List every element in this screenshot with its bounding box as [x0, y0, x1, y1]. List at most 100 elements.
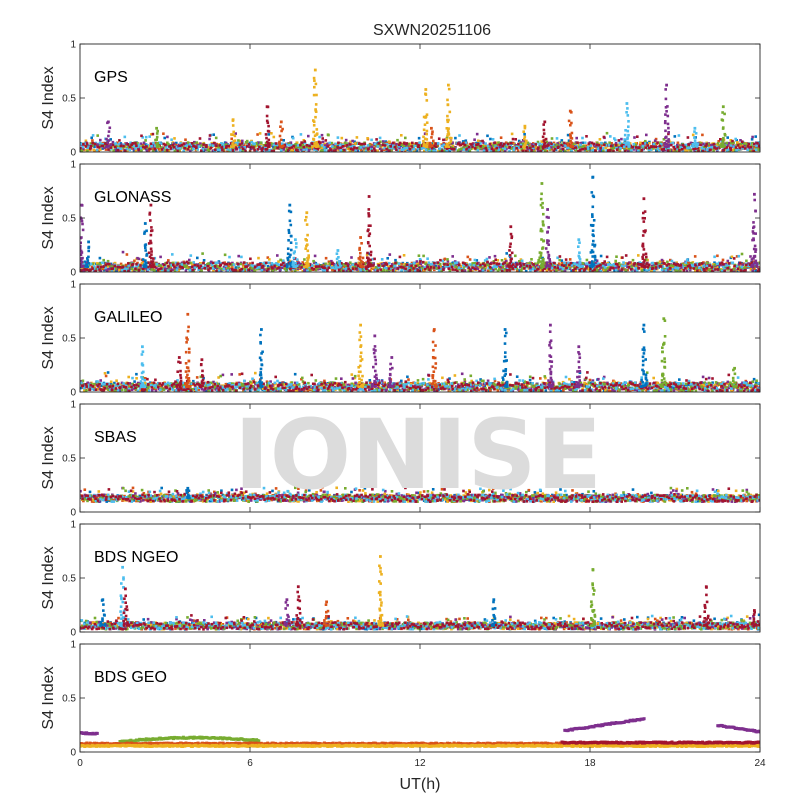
data-point [545, 268, 548, 271]
data-point [183, 261, 186, 265]
data-point [570, 149, 573, 152]
data-point [381, 140, 385, 143]
data-point [572, 147, 575, 150]
data-point [614, 143, 618, 147]
data-point [89, 268, 92, 272]
data-point [219, 262, 223, 265]
data-point [698, 266, 701, 270]
data-point [205, 144, 208, 147]
data-point [405, 146, 409, 150]
data-point [591, 148, 595, 152]
data-point [624, 144, 627, 148]
data-point [460, 147, 463, 150]
data-point [351, 263, 354, 266]
data-point [553, 266, 556, 269]
data-point [603, 143, 606, 147]
spike-point [313, 79, 316, 82]
data-point [377, 265, 381, 269]
data-point [702, 142, 706, 146]
data-point [519, 265, 522, 269]
data-point [473, 258, 477, 262]
data-point [291, 136, 295, 140]
data-point [340, 136, 344, 140]
data-point [484, 265, 487, 269]
data-point [549, 269, 552, 272]
data-point [172, 142, 176, 145]
data-point [129, 265, 132, 269]
data-point [505, 269, 509, 272]
data-point [449, 263, 452, 266]
data-point [429, 265, 433, 269]
data-point [614, 142, 618, 145]
data-point [223, 266, 227, 269]
data-point [482, 149, 486, 152]
data-point [232, 263, 236, 266]
data-point [651, 261, 655, 265]
data-point [668, 148, 671, 152]
spike-point [447, 127, 450, 130]
data-point [387, 261, 391, 265]
data-point [369, 269, 373, 272]
spike-point [106, 145, 109, 148]
data-point [364, 149, 368, 152]
spike-peak [279, 120, 283, 124]
data-point [230, 268, 234, 271]
data-point [715, 265, 719, 269]
data-point [372, 262, 375, 265]
data-point [477, 142, 480, 146]
spike-point [311, 145, 314, 148]
data-point [312, 259, 315, 263]
data-point [608, 143, 611, 147]
data-point [593, 268, 596, 272]
data-point [284, 149, 288, 152]
data-point [332, 149, 335, 152]
spike-point [233, 134, 237, 138]
data-point [232, 269, 235, 272]
data-point [736, 144, 740, 147]
data-point [141, 269, 144, 272]
data-point [669, 149, 673, 152]
data-point [114, 145, 117, 149]
spike-point [627, 144, 631, 147]
data-point [118, 265, 121, 269]
data-point [424, 148, 428, 152]
data-point [109, 264, 112, 268]
data-point [393, 145, 397, 149]
data-point [685, 258, 689, 262]
data-point [491, 138, 495, 141]
spike-point [425, 99, 429, 102]
data-point [379, 262, 382, 265]
data-point [505, 265, 508, 268]
data-point [521, 266, 524, 270]
data-point [553, 145, 556, 149]
data-point [486, 134, 489, 138]
data-point [755, 145, 759, 149]
spike-point [626, 107, 629, 110]
data-point [504, 141, 508, 144]
spike-point [426, 141, 429, 145]
data-point [626, 262, 630, 265]
data-point [685, 149, 689, 152]
data-point [486, 146, 489, 149]
data-point [102, 268, 106, 272]
spike-point [107, 134, 110, 138]
data-point [99, 265, 103, 269]
data-point [383, 144, 387, 147]
data-point [190, 143, 193, 147]
data-point [273, 264, 276, 268]
data-point [672, 146, 675, 149]
data-point [382, 262, 386, 265]
data-point [263, 268, 266, 271]
data-point [178, 146, 182, 150]
data-point [256, 133, 259, 136]
data-point [494, 145, 497, 148]
data-point [323, 264, 326, 268]
data-point [631, 145, 634, 149]
data-point [355, 146, 359, 150]
data-point [465, 263, 468, 267]
data-point [437, 269, 441, 272]
data-point [326, 264, 329, 268]
data-point [537, 259, 540, 262]
data-point [258, 262, 262, 266]
